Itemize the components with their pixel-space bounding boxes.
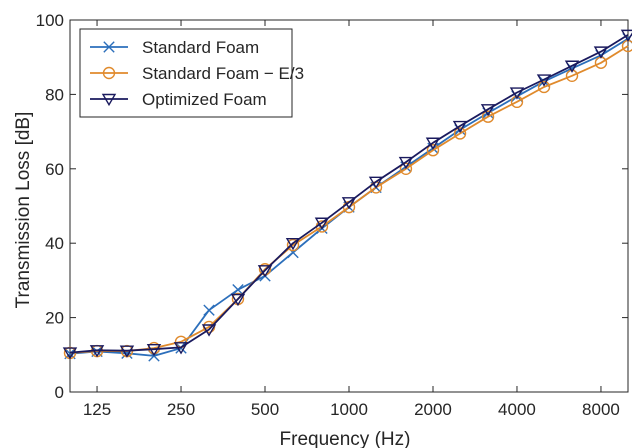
series-3 [62, 29, 632, 360]
data-point [314, 217, 330, 230]
data-point [368, 176, 384, 189]
x-tick-label: 250 [167, 400, 195, 419]
data-point [230, 293, 246, 307]
y-axis-title: Transmission Loss [dB] [13, 112, 34, 309]
legend-marker [102, 66, 116, 80]
legend-entry: Optimized Foam [90, 90, 267, 109]
legend-label: Optimized Foam [142, 90, 267, 109]
series-layer [62, 29, 632, 362]
data-point [232, 284, 244, 296]
data-point [146, 344, 162, 357]
data-point [564, 60, 580, 73]
legend-entry: Standard Foam − E/3 [90, 64, 304, 83]
data-point [509, 87, 525, 100]
data-point [201, 324, 217, 337]
data-point [399, 162, 413, 176]
legend-marker [103, 41, 115, 53]
y-tick-label: 0 [55, 383, 64, 402]
data-point [593, 46, 609, 59]
data-point [203, 304, 215, 316]
y-tick-label: 20 [45, 309, 64, 328]
data-point [286, 238, 300, 252]
x-tick-label: 1000 [330, 400, 368, 419]
y-tick-label: 80 [45, 85, 64, 104]
y-tick-label: 60 [45, 160, 64, 179]
data-point [398, 156, 414, 170]
legend: Standard Foam Standard Foam − E/3 Optimize… [79, 28, 304, 118]
data-point [480, 104, 496, 117]
data-point [285, 237, 301, 251]
x-tick-label: 500 [251, 400, 279, 419]
data-point [62, 347, 78, 360]
data-point [620, 29, 632, 42]
data-point [257, 265, 273, 278]
data-point [510, 95, 524, 109]
data-point [425, 137, 441, 150]
data-point [453, 127, 467, 140]
x-tick-label: 125 [83, 400, 111, 419]
data-point [173, 342, 189, 355]
data-point [426, 143, 440, 157]
y-tick-label: 100 [36, 11, 64, 30]
x-tick-label: 2000 [414, 400, 452, 419]
data-point [119, 345, 135, 358]
legend-label: Standard Foam [142, 38, 259, 57]
data-point [536, 74, 552, 87]
data-point [537, 80, 551, 94]
axis-ticks: 125 250 500 1000 2000 4000 8000 0 20 40 60 80 100 [36, 11, 628, 419]
data-point [452, 120, 468, 134]
data-point [341, 197, 357, 210]
x-tick-label: 8000 [582, 400, 620, 419]
data-point [481, 110, 495, 123]
legend-marker [101, 93, 117, 107]
x-tick-label: 4000 [498, 400, 536, 419]
legend-label: Standard Foam − E/3 [142, 64, 304, 83]
legend-entry: Standard Foam [90, 38, 259, 57]
x-axis-title: Frequency (Hz) [280, 429, 411, 448]
y-tick-label: 40 [45, 234, 64, 253]
data-point [89, 345, 105, 358]
series-line [69, 34, 629, 354]
